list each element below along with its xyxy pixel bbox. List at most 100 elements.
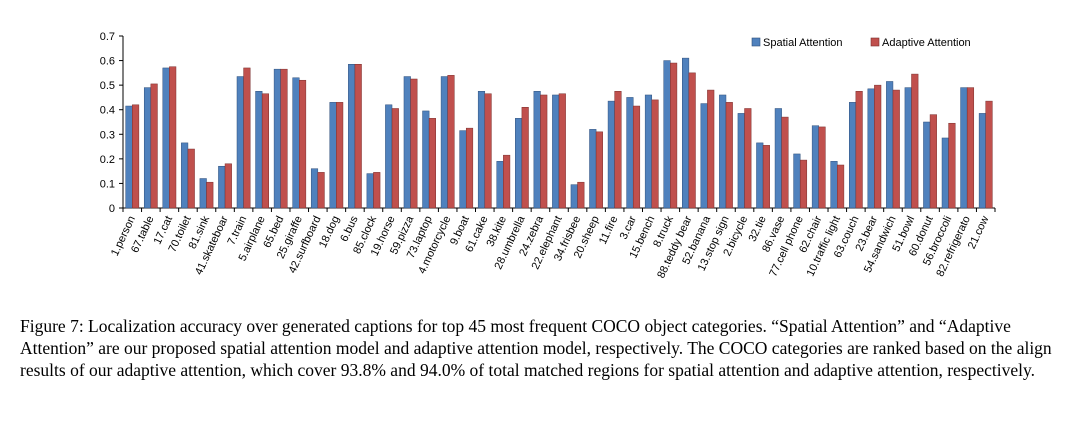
- bar-adaptive-attention: [317, 172, 325, 209]
- bar-adaptive-attention: [206, 181, 214, 209]
- legend-swatch-spatial: [751, 37, 761, 47]
- bar-spatial-attention: [236, 76, 244, 209]
- bar-adaptive-attention: [336, 102, 344, 209]
- bar-adaptive-attention: [911, 73, 919, 209]
- bar-spatial-attention: [849, 102, 857, 209]
- bar-adaptive-attention: [299, 79, 307, 209]
- bar-adaptive-attention: [614, 91, 622, 209]
- bar-adaptive-attention: [744, 108, 752, 209]
- bar-spatial-attention: [774, 108, 782, 209]
- bar-spatial-attention: [552, 94, 560, 209]
- figure-caption: Figure 7: Localization accuracy over gen…: [20, 316, 1052, 380]
- bar-adaptive-attention: [670, 62, 678, 209]
- bar-spatial-attention: [459, 130, 467, 209]
- bar-spatial-attention: [793, 153, 801, 209]
- bar-spatial-attention: [199, 178, 207, 209]
- bar-spatial-attention: [626, 97, 634, 209]
- bar-spatial-attention: [440, 76, 448, 209]
- bar-adaptive-attention: [280, 68, 288, 209]
- bar-spatial-attention: [515, 118, 523, 209]
- legend-label-spatial: Spatial Attention: [763, 37, 843, 49]
- bar-spatial-attention: [385, 104, 393, 209]
- bar-adaptive-attention: [484, 93, 492, 209]
- bar-spatial-attention: [348, 64, 356, 209]
- bar-spatial-attention: [886, 81, 894, 209]
- bar-spatial-attention: [292, 77, 300, 209]
- bar-adaptive-attention: [855, 91, 863, 209]
- bar-adaptive-attention: [595, 131, 603, 209]
- bar-spatial-attention: [960, 87, 968, 209]
- bar-spatial-attention: [737, 113, 745, 209]
- y-tick-label: 0.1: [100, 178, 115, 190]
- bar-spatial-attention: [533, 91, 541, 209]
- bar-adaptive-attention: [837, 164, 845, 209]
- legend-swatch-adaptive: [870, 37, 880, 47]
- bar-spatial-attention: [719, 94, 727, 209]
- bar-adaptive-attention: [410, 78, 418, 209]
- bar-adaptive-attention: [985, 100, 993, 209]
- bar-adaptive-attention: [261, 93, 269, 209]
- bar-spatial-attention: [682, 57, 690, 209]
- bar-adaptive-attention: [725, 102, 733, 209]
- bar-spatial-attention: [310, 168, 319, 209]
- bar-spatial-attention: [181, 142, 189, 209]
- bar-spatial-attention: [477, 91, 486, 209]
- bar-adaptive-attention: [577, 181, 585, 209]
- bar-adaptive-attention: [503, 154, 511, 209]
- bar-adaptive-attention: [132, 104, 140, 209]
- bar-adaptive-attention: [428, 118, 436, 209]
- bar-spatial-attention: [422, 110, 430, 209]
- bar-adaptive-attention: [447, 75, 455, 209]
- bar-spatial-attention: [329, 102, 337, 209]
- bar-spatial-attention: [700, 103, 708, 209]
- bar-chart: 0 0.1 0.2 0.3 0.4 0.5 0.6 0.7 1.person67.table1…: [100, 31, 996, 280]
- bar-adaptive-attention: [818, 126, 826, 209]
- bar-adaptive-attention: [929, 114, 937, 209]
- bar-spatial-attention: [607, 100, 615, 209]
- bar-adaptive-attention: [465, 127, 474, 209]
- bar-spatial-attention: [923, 121, 931, 209]
- bar-spatial-attention: [756, 142, 764, 209]
- bar-adaptive-attention: [558, 93, 566, 209]
- bar-adaptive-attention: [187, 148, 195, 209]
- bar-spatial-attention: [125, 105, 133, 209]
- bars: [125, 57, 993, 209]
- bar-adaptive-attention: [391, 108, 399, 209]
- bar-adaptive-attention: [354, 64, 362, 209]
- bar-spatial-attention: [867, 88, 875, 209]
- bar-adaptive-attention: [781, 116, 789, 209]
- bar-adaptive-attention: [169, 66, 177, 209]
- bar-spatial-attention: [978, 113, 986, 209]
- bar-spatial-attention: [162, 67, 170, 209]
- bar-adaptive-attention: [966, 87, 975, 209]
- bar-spatial-attention: [830, 161, 838, 209]
- bar-adaptive-attention: [651, 99, 659, 209]
- y-tick-label: 0.7: [100, 31, 115, 43]
- bar-adaptive-attention: [688, 72, 696, 209]
- bar-adaptive-attention: [540, 94, 548, 209]
- bar-spatial-attention: [403, 76, 411, 209]
- bar-adaptive-attention: [948, 122, 956, 209]
- bar-adaptive-attention: [632, 105, 641, 209]
- bar-adaptive-attention: [150, 83, 158, 209]
- y-tick-label: 0: [109, 203, 115, 215]
- bar-adaptive-attention: [892, 89, 900, 209]
- bar-adaptive-attention: [707, 89, 715, 209]
- bar-spatial-attention: [811, 125, 819, 209]
- y-tick-label: 0.6: [100, 56, 115, 68]
- bar-spatial-attention: [904, 87, 912, 209]
- bar-adaptive-attention: [521, 107, 529, 209]
- bar-spatial-attention: [570, 184, 578, 209]
- bar-spatial-attention: [663, 60, 671, 209]
- y-tick-label: 0.5: [100, 80, 115, 92]
- x-axis-labels: 1.person67.table17.cat70.toilet81.sink41…: [109, 213, 991, 280]
- bar-spatial-attention: [255, 91, 263, 209]
- bar-adaptive-attention: [224, 163, 232, 209]
- bar-spatial-attention: [366, 173, 374, 209]
- legend: Spatial Attention Adaptive Attention: [751, 37, 971, 49]
- bar-spatial-attention: [273, 68, 281, 209]
- bar-adaptive-attention: [799, 159, 808, 209]
- bar-spatial-attention: [589, 129, 597, 209]
- bar-adaptive-attention: [243, 67, 251, 209]
- bar-adaptive-attention: [762, 145, 770, 209]
